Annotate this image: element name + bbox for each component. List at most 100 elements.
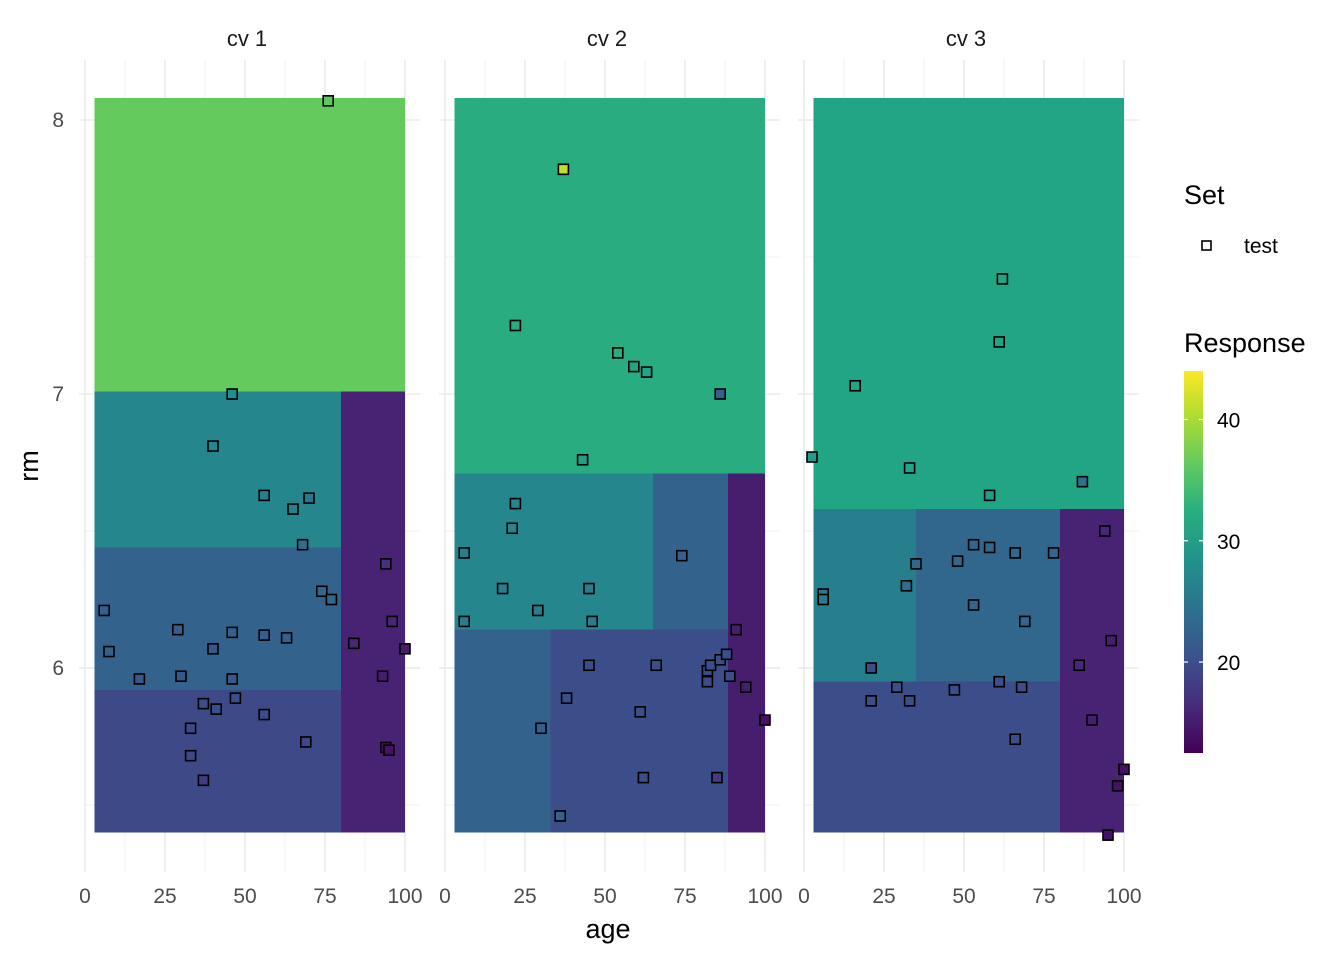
x-axis-title: age <box>585 914 630 944</box>
partition-region <box>653 473 729 630</box>
x-tick-label: 0 <box>79 885 91 908</box>
test-point <box>258 489 271 502</box>
test-point <box>287 503 299 515</box>
partition-region <box>454 629 551 833</box>
partition-regions <box>94 98 405 833</box>
test-point <box>184 722 197 735</box>
legend-set-title: Set <box>1184 180 1225 210</box>
y-tick-label: 7 <box>52 383 64 406</box>
test-point <box>993 336 1006 348</box>
test-point <box>723 670 736 683</box>
test-point <box>210 703 222 715</box>
test-point <box>983 489 996 502</box>
test-point <box>583 659 595 672</box>
test-point <box>226 673 238 685</box>
test-point <box>903 462 916 474</box>
test-point <box>890 681 903 693</box>
legend-set: Set test <box>1184 180 1278 258</box>
partition-regions <box>454 98 765 833</box>
test-point <box>640 366 653 378</box>
test-point <box>258 708 271 721</box>
test-point <box>347 637 360 650</box>
test-point <box>554 810 567 822</box>
response-colorbar <box>1184 371 1203 753</box>
x-tick-label: 75 <box>673 885 696 908</box>
test-point <box>701 675 714 688</box>
test-point <box>634 706 647 718</box>
partition-region <box>813 98 1124 510</box>
test-point <box>207 643 219 655</box>
test-point <box>207 440 219 452</box>
test-point <box>983 541 996 554</box>
colorbar-tick-label: 30 <box>1217 531 1240 554</box>
test-point <box>197 774 210 787</box>
test-point <box>967 538 980 551</box>
test-point <box>1009 547 1022 559</box>
y-axis-title: rm <box>14 450 44 481</box>
x-tick-label: 75 <box>313 885 336 908</box>
test-point <box>1099 525 1111 537</box>
test-point <box>322 95 335 107</box>
test-point <box>704 659 717 672</box>
facet-strip-label: cv 3 <box>946 26 986 51</box>
test-point <box>730 623 743 636</box>
partition-region <box>916 509 1060 682</box>
test-point <box>967 599 980 611</box>
test-point <box>226 388 238 400</box>
partition-region <box>550 629 729 833</box>
test-points <box>806 273 1130 841</box>
test-point <box>1076 475 1089 488</box>
facet-strip-label: cv 1 <box>227 26 267 51</box>
test-point <box>910 558 922 570</box>
x-tick-label: 100 <box>387 885 422 908</box>
x-tick-label: 50 <box>233 885 256 908</box>
test-point <box>175 670 187 683</box>
test-point <box>739 681 752 693</box>
test-point <box>496 582 509 595</box>
test-point <box>133 673 146 685</box>
test-point <box>1009 733 1022 746</box>
test-point <box>315 585 328 598</box>
test-point <box>172 623 184 636</box>
test-point <box>650 659 663 672</box>
facet-2: cv 2 0 25 50 75 100 <box>439 26 783 908</box>
partition-region <box>94 547 341 690</box>
test-point <box>1073 659 1085 672</box>
test-point <box>103 645 115 658</box>
test-point <box>376 670 389 683</box>
test-point <box>817 593 830 606</box>
facet-1: cv 1 0 25 50 75 100 6 7 8 <box>52 26 422 908</box>
test-point <box>535 722 547 735</box>
test-point <box>325 593 338 606</box>
test-point <box>611 347 624 359</box>
test-point <box>280 632 293 644</box>
x-tick-label: 75 <box>1032 885 1055 908</box>
test-point <box>296 538 309 551</box>
test-point <box>903 695 916 707</box>
test-point <box>1102 829 1114 841</box>
test-point <box>506 522 519 535</box>
x-tick-label: 50 <box>593 885 616 908</box>
y-tick-label: 6 <box>52 657 64 680</box>
test-point <box>720 648 733 661</box>
test-point <box>1111 780 1124 792</box>
test-point <box>711 771 723 784</box>
test-point <box>865 662 878 674</box>
partition-region <box>813 681 1060 833</box>
test-point <box>993 675 1006 688</box>
test-point <box>1086 714 1098 726</box>
test-point <box>637 771 650 784</box>
test-points <box>458 163 771 822</box>
x-tick-label: 100 <box>1106 885 1141 908</box>
x-tick-label: 25 <box>513 885 536 908</box>
test-point <box>759 714 771 726</box>
test-point <box>583 582 595 595</box>
test-point <box>197 697 210 710</box>
legend-response: Response 20 30 40 <box>1184 328 1306 753</box>
partition-region <box>94 98 405 392</box>
facet-panels: cv 1 0 25 50 75 100 6 7 8 cv 2 0 25 50 75 100 cv 3 0 25 50… <box>52 26 1141 908</box>
test-point <box>399 643 411 655</box>
test-point <box>458 615 471 628</box>
x-tick-label: 0 <box>439 885 451 908</box>
test-point <box>627 360 640 373</box>
